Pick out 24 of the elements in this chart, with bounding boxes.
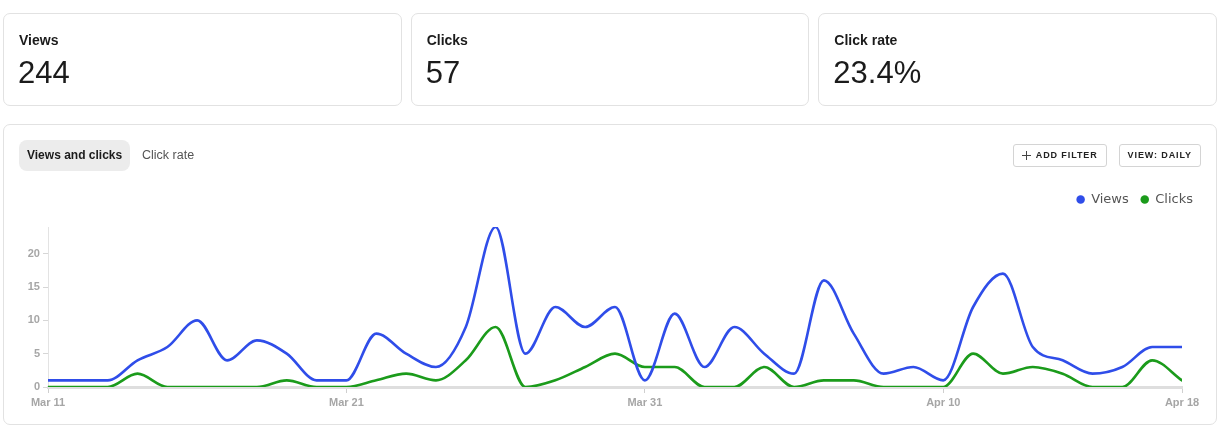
- button: ADD FILTER: [1012, 144, 1107, 167]
- x-tick-label: Apr 18: [1164, 395, 1200, 408]
- text: Views: [19, 32, 59, 49]
- line-series: [48, 227, 1182, 382]
- x-tick-label: Mar 11: [30, 395, 66, 408]
- y-tick-label: 15: [27, 280, 40, 293]
- x-tick-label: Apr 10: [926, 395, 961, 408]
- x-tick-label: Mar 31: [627, 395, 663, 408]
- y-tick-label: 5: [33, 346, 40, 359]
- y-tick-label: 20: [27, 246, 40, 259]
- selected-tab: Views and clicks: [19, 140, 131, 171]
- legend-label: Views: [1091, 190, 1129, 206]
- text: Click rate: [834, 32, 898, 49]
- text: 244: [18, 55, 70, 91]
- line-series: [48, 325, 1182, 387]
- text: 57: [425, 55, 461, 91]
- x-tick-label: Mar 21: [328, 395, 364, 408]
- text: 23.4%: [833, 55, 922, 91]
- text: Clicks: [426, 32, 468, 49]
- legend-label: Clicks: [1155, 190, 1194, 206]
- y-tick-label: 10: [27, 313, 40, 326]
- text: Click rate: [142, 148, 195, 162]
- y-tick-label: 0: [33, 380, 40, 393]
- button: VIEW: DAILY: [1118, 144, 1201, 167]
